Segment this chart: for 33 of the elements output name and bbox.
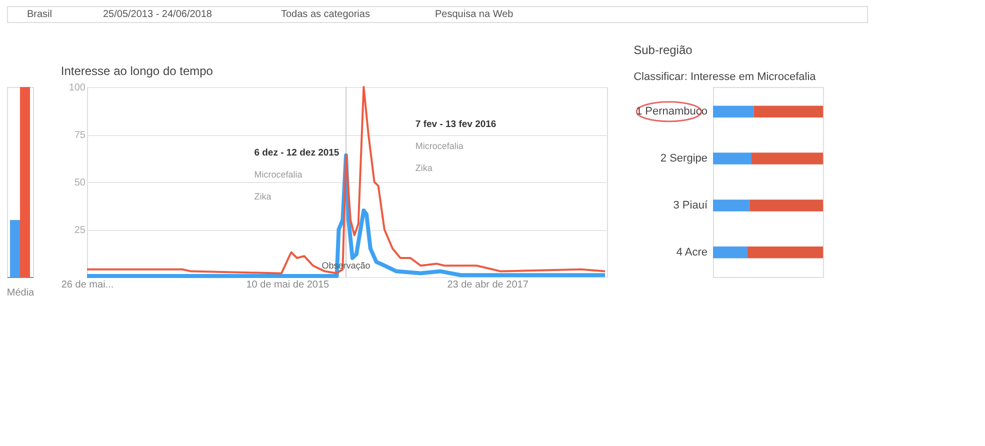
annotation: 7 fev - 13 fev 2016 [415,118,496,130]
x-axis-title: Média [6,288,35,298]
y-tick-label: 4 Acre [676,246,708,258]
bar [713,106,754,118]
bar [713,152,752,164]
annotation: Zika [415,162,432,173]
y-tick-label: 100 [68,82,86,94]
annotation: Microcefalia [254,169,302,180]
bar [752,152,823,164]
chart-title: Sub-região [634,43,693,57]
y-tick-label: 75 [74,130,86,141]
x-tick-label: 26 de mai... [61,280,114,290]
text: Todas as categorias [281,9,370,20]
bar [747,246,823,258]
text: Brasil [27,9,52,20]
annotation: 6 dez - 12 dez 2015 [254,147,340,158]
text: 25/05/2013 - 24/06/2018 [103,9,212,20]
chart-subtitle: Classificar: Interesse em Microcefalia [634,71,817,83]
x-tick-label: 10 de mai de 2015 [246,280,330,290]
bar [749,200,823,212]
line-series [86,86,606,274]
y-tick-label: 3 Piauí [673,199,708,212]
x-tick-label: 23 de abr de 2017 [447,280,529,290]
y-tick-label: 2 Sergipe [660,152,708,165]
chart-title: Interesse ao longo do tempo [60,64,214,78]
bar [754,106,823,118]
annotation: Microcefalia [415,140,464,151]
y-tick-label: 50 [74,178,86,188]
annotation: Zika [254,191,272,202]
text: Pesquisa na Web [435,9,514,20]
y-tick-label: 25 [74,225,86,236]
bar [713,246,748,258]
bar [713,200,750,212]
